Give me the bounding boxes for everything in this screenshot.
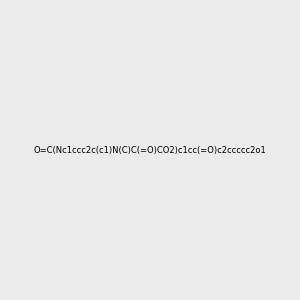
Text: O=C(Nc1ccc2c(c1)N(C)C(=O)CO2)c1cc(=O)c2ccccc2o1: O=C(Nc1ccc2c(c1)N(C)C(=O)CO2)c1cc(=O)c2c…: [34, 146, 266, 154]
